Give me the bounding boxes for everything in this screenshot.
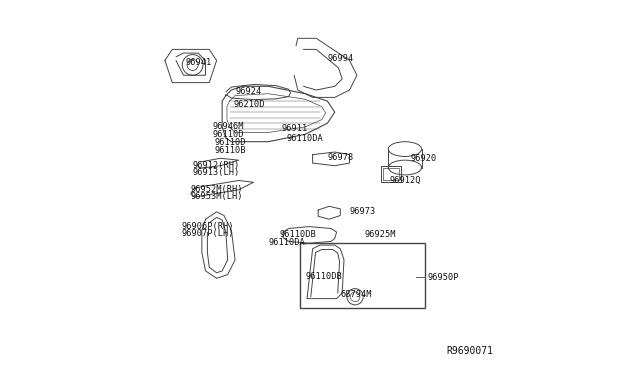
Text: 96110DA: 96110DA bbox=[287, 134, 323, 143]
Text: 96110D: 96110D bbox=[215, 138, 246, 147]
Text: 96924: 96924 bbox=[235, 87, 261, 96]
Text: 96110D: 96110D bbox=[213, 130, 244, 139]
Text: 96110DB: 96110DB bbox=[280, 230, 316, 239]
Text: R9690071: R9690071 bbox=[447, 346, 493, 356]
Text: 96913(LH): 96913(LH) bbox=[193, 168, 240, 177]
Text: 96906P(RH): 96906P(RH) bbox=[182, 222, 234, 231]
Text: 96950P: 96950P bbox=[427, 273, 459, 282]
Bar bbox=[300, 243, 425, 308]
Bar bbox=[381, 166, 401, 182]
Text: 96941: 96941 bbox=[185, 58, 211, 67]
Text: 96907P(LH): 96907P(LH) bbox=[182, 229, 234, 238]
Text: 96210D: 96210D bbox=[233, 100, 265, 109]
Text: 96952M(RH): 96952M(RH) bbox=[190, 185, 243, 194]
Text: 96912Q: 96912Q bbox=[389, 176, 421, 185]
Text: 96946M: 96946M bbox=[213, 122, 244, 131]
Text: 96973: 96973 bbox=[349, 207, 376, 217]
Text: 96978: 96978 bbox=[328, 153, 354, 162]
Text: 96953M(LH): 96953M(LH) bbox=[190, 192, 243, 201]
Text: 96110B: 96110B bbox=[215, 146, 246, 155]
Text: 96925M: 96925M bbox=[364, 230, 396, 239]
Bar bbox=[383, 167, 399, 180]
Text: 96912(RH): 96912(RH) bbox=[193, 161, 240, 170]
Text: 68794M: 68794M bbox=[340, 291, 372, 299]
Text: 96110DB: 96110DB bbox=[305, 272, 342, 281]
Text: 96920: 96920 bbox=[410, 154, 436, 163]
Text: 96110DA: 96110DA bbox=[268, 238, 305, 247]
Text: 96994: 96994 bbox=[328, 54, 354, 63]
Text: 96911: 96911 bbox=[281, 124, 307, 133]
